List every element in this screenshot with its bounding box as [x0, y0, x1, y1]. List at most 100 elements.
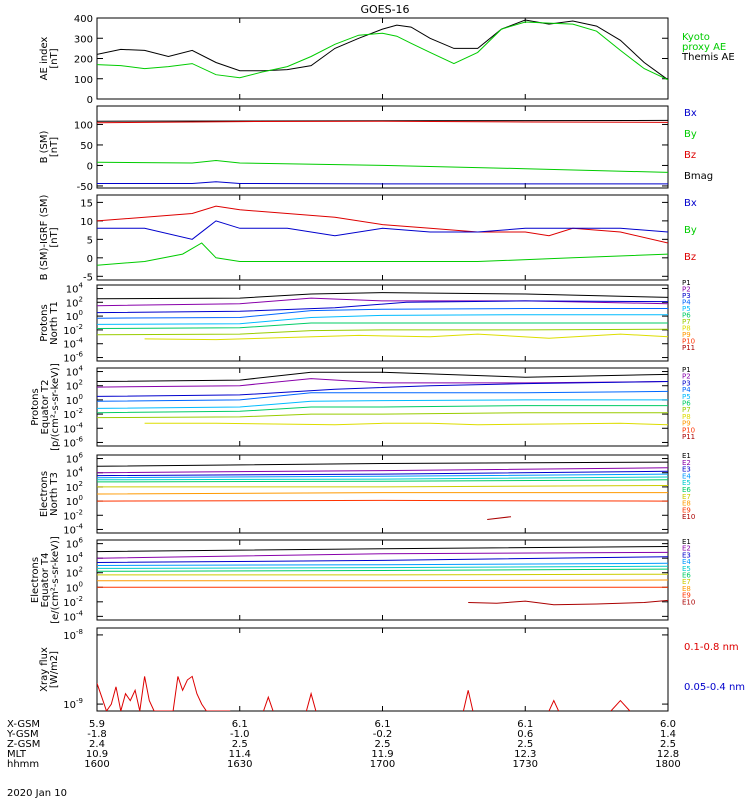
x-axis-value: 12.8	[657, 749, 679, 760]
legend-entry: P7	[682, 406, 691, 414]
legend-entry: P7	[682, 318, 691, 326]
legend-entry: E1	[682, 538, 691, 546]
y-tick-exponent: -6	[76, 351, 84, 359]
y-tick-exponent: 6	[79, 452, 84, 460]
y-tick-label: 10-8	[63, 628, 83, 642]
y-axis-label: Protons	[30, 388, 41, 425]
series-line-e8	[97, 492, 668, 495]
x-axis-value: 1630	[227, 759, 252, 770]
series-group	[97, 675, 631, 711]
x-axis-value: 12.3	[514, 749, 536, 760]
legend-entry: E5	[682, 565, 691, 573]
series-line-p2	[97, 378, 668, 388]
y-tick-label: 102	[66, 480, 83, 494]
legend-entry: E1	[682, 452, 691, 460]
series-line-0-1-0-8-nm-b	[263, 695, 274, 711]
legend-entry: P5	[682, 305, 691, 313]
legend-entry: Bz	[684, 252, 696, 263]
legend-entry: Bx	[684, 198, 697, 209]
legend-entry: P5	[682, 393, 691, 401]
y-tick-label: 104	[66, 365, 84, 379]
y-tick-label: -50	[77, 182, 93, 193]
legend-entry: E8	[682, 585, 691, 593]
y-tick-label: 0	[87, 254, 93, 265]
y-tick-label: 104	[66, 466, 84, 480]
series-line-bx	[97, 220, 668, 240]
y-tick-label: 100	[74, 120, 93, 131]
y-tick-exponent: -2	[76, 595, 83, 603]
panel-frame	[96, 17, 669, 100]
y-tick-label: 100	[66, 393, 83, 407]
y-tick-label: 100	[66, 309, 83, 323]
y-tick-exponent: 0	[79, 393, 83, 401]
legend-entry: P1	[682, 279, 691, 287]
series-line-e4	[97, 562, 668, 566]
series-line-p1	[97, 292, 668, 300]
x-axis-value: -1.8	[87, 729, 107, 740]
panel-xray: 10-8 10-9 Xray flux [W/m2] 0.1-0.8 nm 0.05-0.…	[39, 627, 745, 712]
x-axis-value: 5.9	[89, 719, 105, 730]
series-line-0-1-0-8-nm-f	[610, 699, 631, 711]
legend-entry: E7	[682, 578, 691, 586]
legend-entry: P1	[682, 366, 691, 374]
y-tick-label: 10-4	[63, 337, 83, 351]
legend-entry: P11	[682, 433, 695, 441]
series-line-e1	[97, 461, 668, 467]
series-line-e9	[97, 499, 668, 502]
series-group	[97, 292, 668, 341]
y-axis-label: [nT]	[49, 48, 60, 68]
x-axis-value: 1700	[370, 759, 395, 770]
legend-entry: E10	[682, 598, 695, 606]
legend-entry: Bx	[684, 108, 697, 119]
y-tick-label: 104	[66, 551, 84, 565]
series-line-0-1-0-8-nm-d	[462, 690, 474, 711]
y-tick-exponent: -2	[76, 407, 83, 415]
y-axis-label: Electrons	[39, 471, 50, 517]
y-tick-label: 200	[74, 55, 93, 66]
y-tick-label: 102	[66, 379, 83, 393]
plot-title: GOES-16	[360, 3, 409, 16]
y-tick-label: 10-4	[63, 522, 83, 536]
y-tick-label: 0	[87, 95, 93, 106]
y-tick-exponent: 2	[79, 379, 83, 387]
y-tick-exponent: -4	[76, 522, 84, 530]
y-axis-label: Equator T4	[40, 553, 51, 608]
series-line-e2	[97, 551, 668, 559]
series-line-e5	[97, 565, 668, 569]
legend-entry: P4	[682, 299, 691, 307]
panel-frame	[96, 627, 669, 712]
x-axis-row-label: X-GSM	[7, 719, 40, 730]
legend-entry: E9	[682, 592, 691, 600]
legend-entry: E4	[682, 558, 691, 566]
legend-entry: P10	[682, 426, 695, 434]
legend-entry: By	[684, 129, 697, 140]
series-line-bz	[97, 120, 668, 124]
series-line-e8	[97, 579, 668, 582]
x-axis-value: 0.6	[517, 729, 533, 740]
y-tick-label: 10-2	[63, 508, 83, 522]
y-tick-label: 10-6	[63, 435, 83, 449]
series-line-e6	[97, 479, 668, 483]
legend-entry: P2	[682, 373, 691, 381]
y-tick-exponent: -4	[76, 609, 84, 617]
y-tick-label: 10-4	[63, 421, 83, 435]
series-line-p5	[97, 399, 668, 409]
series-line-e6	[97, 568, 668, 572]
y-tick-exponent: -4	[76, 421, 84, 429]
series-line-p8	[144, 422, 668, 426]
series-line-p8	[144, 333, 668, 341]
y-axis-label: [p/(cm²-s-sr-keV)]	[50, 363, 61, 451]
x-axis-value: 11.9	[371, 749, 393, 760]
y-tick-exponent: 2	[79, 566, 83, 574]
y-tick-label: 102	[66, 566, 83, 580]
series-line-e5	[97, 476, 668, 481]
legend-entry: E4	[682, 472, 691, 480]
plot-date: 2020 Jan 10	[7, 788, 67, 799]
x-axis-value: 6.1	[517, 719, 533, 730]
legend-entry: By	[684, 225, 697, 236]
series-line-bz	[97, 205, 668, 244]
y-axis-label: Equator T2	[40, 380, 51, 435]
x-axis-value: 6.0	[660, 719, 676, 730]
